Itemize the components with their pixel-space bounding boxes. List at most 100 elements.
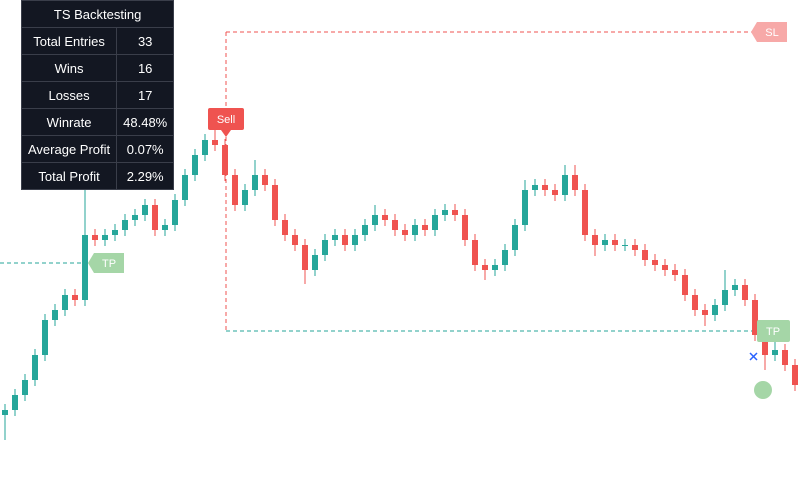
candle-body bbox=[652, 260, 658, 265]
candle-body bbox=[82, 235, 88, 300]
candle-body bbox=[642, 250, 648, 260]
candle-body bbox=[662, 265, 668, 270]
candle-body bbox=[52, 310, 58, 320]
candle-body bbox=[792, 365, 798, 385]
candle-body bbox=[512, 225, 518, 250]
stat-label: Winrate bbox=[20, 108, 118, 136]
candle-body bbox=[362, 225, 368, 235]
candle-body bbox=[682, 275, 688, 295]
sell-label-box bbox=[208, 108, 244, 130]
candle-body bbox=[612, 240, 618, 245]
candle-body bbox=[122, 220, 128, 230]
candle-body bbox=[302, 245, 308, 270]
table-row: Total Profit 2.29% bbox=[20, 162, 175, 190]
candle-body bbox=[232, 175, 238, 205]
candle-body bbox=[622, 245, 628, 246]
stat-label: Losses bbox=[20, 81, 118, 109]
candle-body bbox=[712, 305, 718, 315]
candle-body bbox=[602, 240, 608, 245]
candle-body bbox=[552, 190, 558, 195]
table-title: TS Backtesting bbox=[20, 0, 175, 28]
candle-body bbox=[592, 235, 598, 245]
sell-label-pointer bbox=[221, 130, 231, 137]
candle-body bbox=[292, 235, 298, 245]
take-profit-label: TP bbox=[766, 326, 780, 338]
candle-body bbox=[92, 235, 98, 240]
candle-body bbox=[152, 205, 158, 230]
candle-body bbox=[312, 255, 318, 270]
candle-body bbox=[272, 185, 278, 220]
candle-body bbox=[282, 220, 288, 235]
candle-body bbox=[442, 210, 448, 215]
candle-body bbox=[12, 395, 18, 410]
stat-label: Total Entries bbox=[20, 27, 118, 55]
sell-label-text: Sell bbox=[217, 114, 235, 126]
candle-body bbox=[432, 215, 438, 230]
previous-tp-label: TP bbox=[88, 253, 124, 273]
candle-body bbox=[192, 155, 198, 175]
candle-body bbox=[772, 350, 778, 355]
candle-body bbox=[542, 185, 548, 190]
table-row: Losses 17 bbox=[20, 81, 175, 109]
stat-value: 48.48% bbox=[116, 108, 175, 136]
exit-marker bbox=[749, 352, 758, 361]
candle-body bbox=[72, 295, 78, 300]
candle-body bbox=[42, 320, 48, 355]
candle-body bbox=[382, 215, 388, 220]
stat-value: 0.07% bbox=[116, 135, 175, 163]
candle-body bbox=[632, 245, 638, 250]
candle-body bbox=[412, 225, 418, 235]
candle-body bbox=[492, 265, 498, 270]
candle-body bbox=[162, 225, 168, 230]
candle-body bbox=[742, 285, 748, 300]
candle-body bbox=[692, 295, 698, 310]
stat-value: 16 bbox=[116, 54, 175, 82]
take-profit-label-box bbox=[757, 320, 790, 342]
previous-tp-label-box bbox=[88, 253, 124, 273]
candle-body bbox=[22, 380, 28, 395]
candle-body bbox=[582, 190, 588, 235]
candle-body bbox=[502, 250, 508, 265]
candle-body bbox=[132, 215, 138, 220]
candle-body bbox=[212, 140, 218, 145]
candle-body bbox=[222, 145, 228, 175]
candle-body bbox=[562, 175, 568, 195]
candle-body bbox=[532, 185, 538, 190]
candle-body bbox=[102, 235, 108, 240]
candle-body bbox=[732, 285, 738, 290]
candle-body bbox=[112, 230, 118, 235]
table-row: Winrate 48.48% bbox=[20, 108, 175, 136]
candle-body bbox=[462, 215, 468, 240]
table-row: Average Profit 0.07% bbox=[20, 135, 175, 163]
candle-body bbox=[722, 290, 728, 305]
stat-label: Wins bbox=[20, 54, 118, 82]
stat-value: 2.29% bbox=[116, 162, 175, 190]
candle-body bbox=[142, 205, 148, 215]
candle-body bbox=[32, 355, 38, 380]
candle-body bbox=[782, 350, 788, 365]
stop-loss-label: SL bbox=[751, 22, 787, 42]
candle-body bbox=[452, 210, 458, 215]
candle-body bbox=[572, 175, 578, 190]
stat-label: Average Profit bbox=[20, 135, 118, 163]
candle-body bbox=[262, 175, 268, 185]
previous-tp-label-text: TP bbox=[102, 258, 116, 270]
stop-loss-label-text: SL bbox=[765, 27, 778, 39]
candle-body bbox=[392, 220, 398, 230]
candle-body bbox=[422, 225, 428, 230]
sell-label: Sell bbox=[208, 108, 244, 137]
candle-body bbox=[252, 175, 258, 190]
table-row: Wins 16 bbox=[20, 54, 175, 82]
candle-body bbox=[202, 140, 208, 155]
candle-body bbox=[522, 190, 528, 225]
candle-body bbox=[2, 410, 8, 415]
candle-body bbox=[372, 215, 378, 225]
stat-label: Total Profit bbox=[20, 162, 118, 190]
candle-body bbox=[402, 230, 408, 235]
candle-body bbox=[342, 235, 348, 245]
exit-dot bbox=[754, 381, 772, 399]
stats-table: TS Backtesting Total Entries 33 Wins 16 Loss… bbox=[20, 0, 175, 190]
candle-body bbox=[62, 295, 68, 310]
